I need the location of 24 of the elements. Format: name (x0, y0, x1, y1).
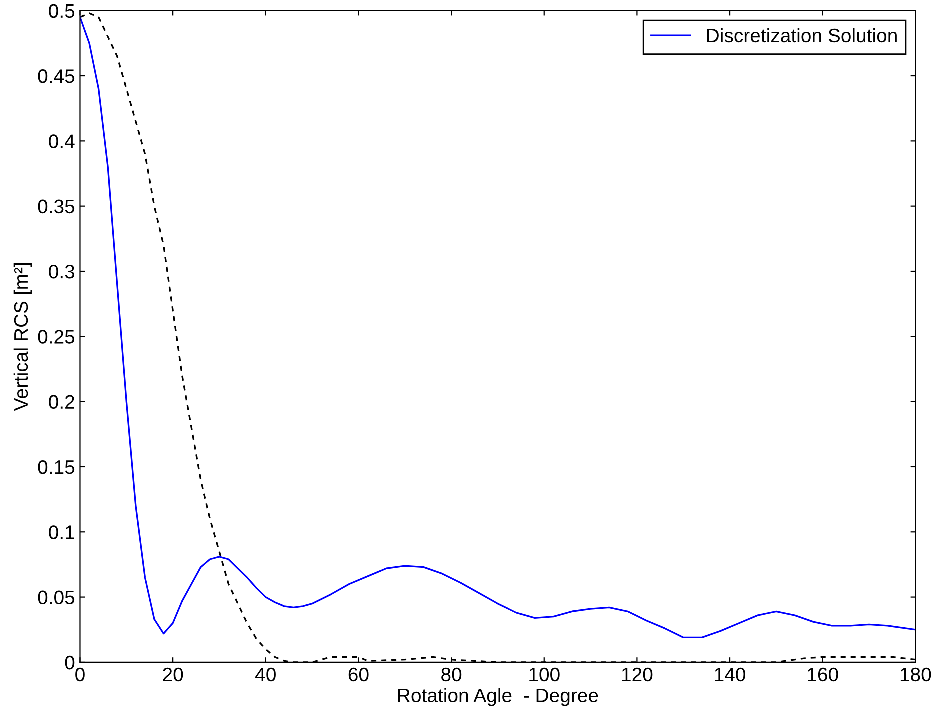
x-tick-label: 60 (348, 668, 369, 682)
y-tick-label: 0.25 (38, 330, 75, 344)
y-tick-label: 0.05 (38, 590, 75, 605)
x-tick-label: 100 (530, 668, 560, 682)
x-tick-label: 180 (900, 668, 932, 682)
x-axis-title: Rotation Agle - Degree (398, 688, 598, 706)
y-tick-label: 0.3 (49, 264, 75, 279)
x-tick-label: 20 (163, 668, 184, 682)
y-tick-label: 0.35 (38, 200, 75, 214)
y-axis-title: Vertical RCS [m²] (14, 263, 32, 412)
x-tick-label: 80 (442, 668, 462, 682)
legend-label: Discretization Solution (707, 28, 897, 43)
x-tick-label: 0 (76, 668, 85, 682)
y-tick-label: 0.5 (49, 4, 75, 18)
x-tick-label: 160 (808, 668, 838, 682)
y-tick-label: 0.1 (49, 526, 74, 540)
y-tick-label: 0.2 (49, 395, 74, 410)
y-tick-label: 0.15 (38, 460, 75, 474)
x-tick-label: 120 (622, 668, 653, 682)
y-tick-label: 0.45 (38, 69, 75, 84)
x-tick-label: 140 (715, 668, 746, 682)
y-tick-label: 0.4 (49, 134, 75, 148)
x-tick-label: 40 (256, 668, 276, 682)
y-tick-label: 0 (65, 656, 75, 670)
